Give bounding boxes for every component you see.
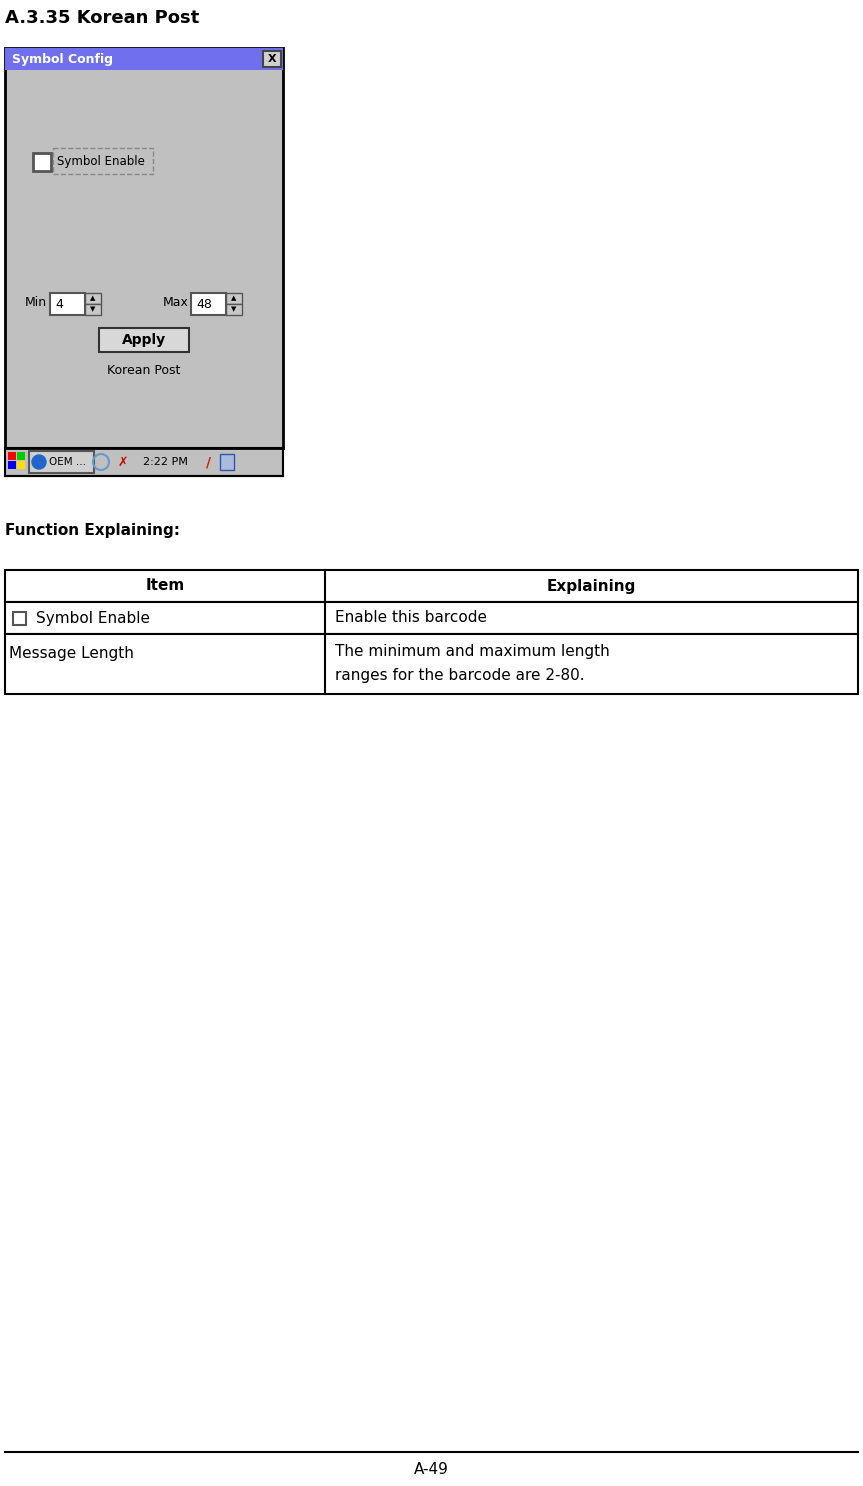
Bar [220,455,234,470]
Text: 4: 4 [55,297,63,311]
Text: X: X [268,53,276,64]
Text: A-49: A-49 [414,1462,449,1477]
Text: Enable this barcode: Enable this barcode [335,611,487,626]
Text: 2:22 PM: 2:22 PM [142,458,187,467]
Bar [8,461,16,470]
Text: Symbol Enable: Symbol Enable [36,611,150,626]
Circle shape [32,455,46,470]
Bar [50,293,85,315]
Text: 48: 48 [196,297,212,311]
Text: Symbol Config: Symbol Config [12,52,113,65]
Bar [8,452,16,461]
Text: Message Length: Message Length [9,646,134,661]
Bar [85,305,101,315]
Bar [5,447,283,476]
Text: ▼: ▼ [231,306,236,312]
Text: /: / [206,455,211,470]
Text: Item: Item [145,578,185,593]
Text: Symbol Enable: Symbol Enable [57,156,145,168]
Text: ▲: ▲ [231,296,236,302]
Bar [17,452,25,461]
Bar [5,602,858,635]
Bar [5,571,858,602]
Text: The minimum and maximum length: The minimum and maximum length [335,643,610,658]
Bar [99,328,189,352]
Text: ▲: ▲ [91,296,96,302]
Text: ✗: ✗ [117,456,129,468]
Text: Function Explaining:: Function Explaining: [5,523,180,538]
Text: OEM ...: OEM ... [48,458,85,467]
Bar [13,612,26,624]
Bar [85,293,101,305]
Text: Min: Min [25,297,47,309]
Text: Apply: Apply [122,333,166,348]
Text: Explaining: Explaining [547,578,636,593]
Bar [29,450,94,473]
Bar [33,153,51,171]
Bar [5,635,858,694]
Bar [5,48,283,447]
Bar [17,461,25,470]
Bar [226,305,242,315]
Bar [53,149,153,174]
Text: Max: Max [163,297,189,309]
Text: Korean Post: Korean Post [107,364,180,376]
Bar [263,51,281,67]
Text: A.3.35 Korean Post: A.3.35 Korean Post [5,9,199,27]
Bar [5,48,283,70]
Text: ▼: ▼ [91,306,96,312]
Text: ranges for the barcode are 2-80.: ranges for the barcode are 2-80. [335,669,584,684]
Bar [191,293,226,315]
Bar [226,293,242,305]
